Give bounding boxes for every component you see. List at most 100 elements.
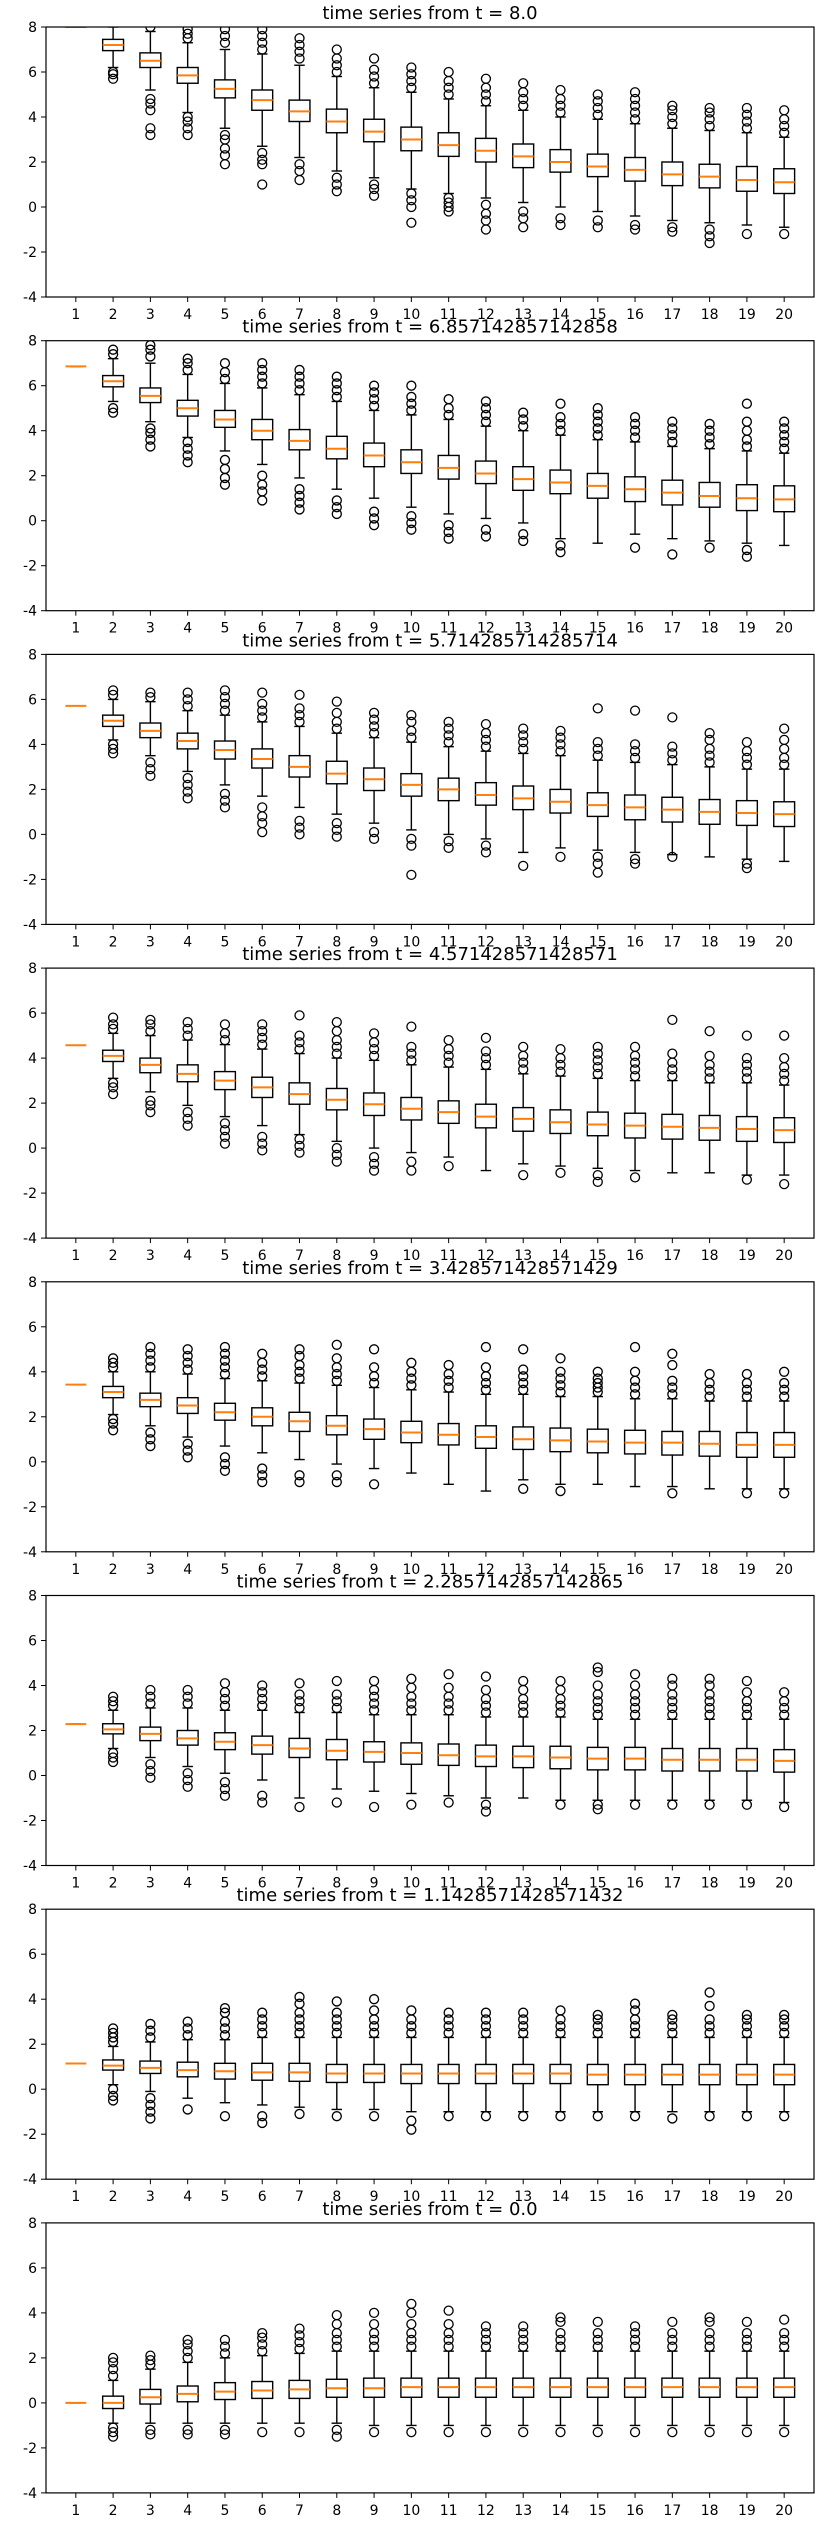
outlier-point [518,1364,529,1375]
x-tick-label: 17 [663,621,681,637]
outlier-point [107,1357,119,1368]
x-tick-label: 15 [589,1562,607,1578]
outlier-point [107,2426,119,2438]
outlier-point [368,53,380,64]
outlier-point [629,1064,641,1075]
outlier-point [406,1041,417,1052]
outlier-point [182,786,193,797]
outlier-point [480,1362,492,1373]
outlier-point [182,2016,193,2027]
outlier-point [368,2307,380,2319]
outlier-point [555,2334,566,2346]
outlier-point [257,37,268,48]
outlier-point [667,1064,678,1075]
x-tick-label: 7 [295,934,304,950]
x-tick-label: 5 [220,1248,229,1264]
outlier-point [741,1059,753,1070]
box [698,481,721,508]
outlier-point [294,1801,305,1813]
outlier-point [368,1994,380,2005]
outlier-point [257,2014,268,2025]
outlier-point [741,863,753,874]
outlier-point [779,1801,790,1813]
x-tick-label: 4 [183,1248,192,1264]
outlier-point [294,1998,305,2009]
outlier-point [331,707,342,719]
outlier-point [294,1366,305,1377]
box-group [251,1019,274,1156]
outlier-point [294,1373,305,1384]
outlier-point [182,2352,193,2364]
x-tick-label: 17 [663,934,681,950]
outlier-point [443,192,454,204]
outlier-point [779,2021,790,2032]
outlier-point [480,2321,492,2332]
outlier-point [518,1675,529,1687]
outlier-point [629,1341,641,1353]
y-tick-label: 8 [28,20,37,36]
outlier-point [219,2030,231,2041]
chart-panel: time series from t = 3.428571428571429 -4… [23,1258,815,1578]
outlier-point [555,2312,566,2323]
outlier-point [480,2426,492,2438]
box-group [474,1671,498,1817]
outlier-point [443,2318,454,2330]
outlier-point [219,367,231,378]
outlier-point [443,66,454,78]
outlier-point [555,84,566,96]
box-group [735,737,759,874]
x-tick-label: 18 [701,307,719,323]
box-group [698,1368,721,1490]
outlier-point [406,2124,417,2135]
outlier-point [182,1698,193,1709]
y-tick-label: -2 [23,245,37,261]
plot-area [65,1987,796,2135]
box-group [586,1662,609,1815]
outlier-point [145,1355,156,1366]
outlier-point [368,1479,380,1490]
outlier-point [331,179,342,190]
outlier-point [107,1077,119,1088]
outlier-point [368,400,380,412]
chart-panel: time series from t = 6.857142857142858 -4… [23,317,815,637]
outlier-point [368,513,380,524]
outlier-point [480,1684,492,1696]
outlier-point [145,441,156,452]
outlier-point [257,27,268,35]
outlier-point [592,1061,603,1073]
outlier-point [406,82,417,93]
outlier-point [257,712,268,723]
box-group [139,687,162,782]
outlier-point [107,2095,119,2106]
outlier-point [741,109,753,120]
outlier-point [741,425,753,436]
x-tick-label: 18 [701,621,719,637]
outlier-point [145,1341,156,1353]
outlier-point [294,1678,305,1689]
box-group [437,716,460,854]
outlier-point [368,1705,380,1716]
outlier-point [257,827,268,838]
box-group [213,685,237,813]
outlier-point [107,349,119,360]
box-group [474,396,498,542]
outlier-point [555,1167,566,1178]
outlier-point [257,818,268,829]
outlier-point [704,1050,715,1061]
outlier-point [779,2327,790,2339]
outlier-point [555,1353,566,1364]
box-group [362,53,386,201]
outlier-point [555,2426,566,2438]
outlier-point [219,802,231,813]
outlier-point [779,2009,790,2021]
y-tick-label: -2 [23,1814,37,1830]
outlier-point [331,1797,342,1808]
outlier-point [518,529,529,540]
outlier-point [145,123,156,134]
box-group [325,1016,348,1167]
outlier-point [555,2014,566,2025]
outlier-point [368,2111,380,2122]
box-group [437,1669,460,1808]
outlier-point [629,1366,641,1377]
